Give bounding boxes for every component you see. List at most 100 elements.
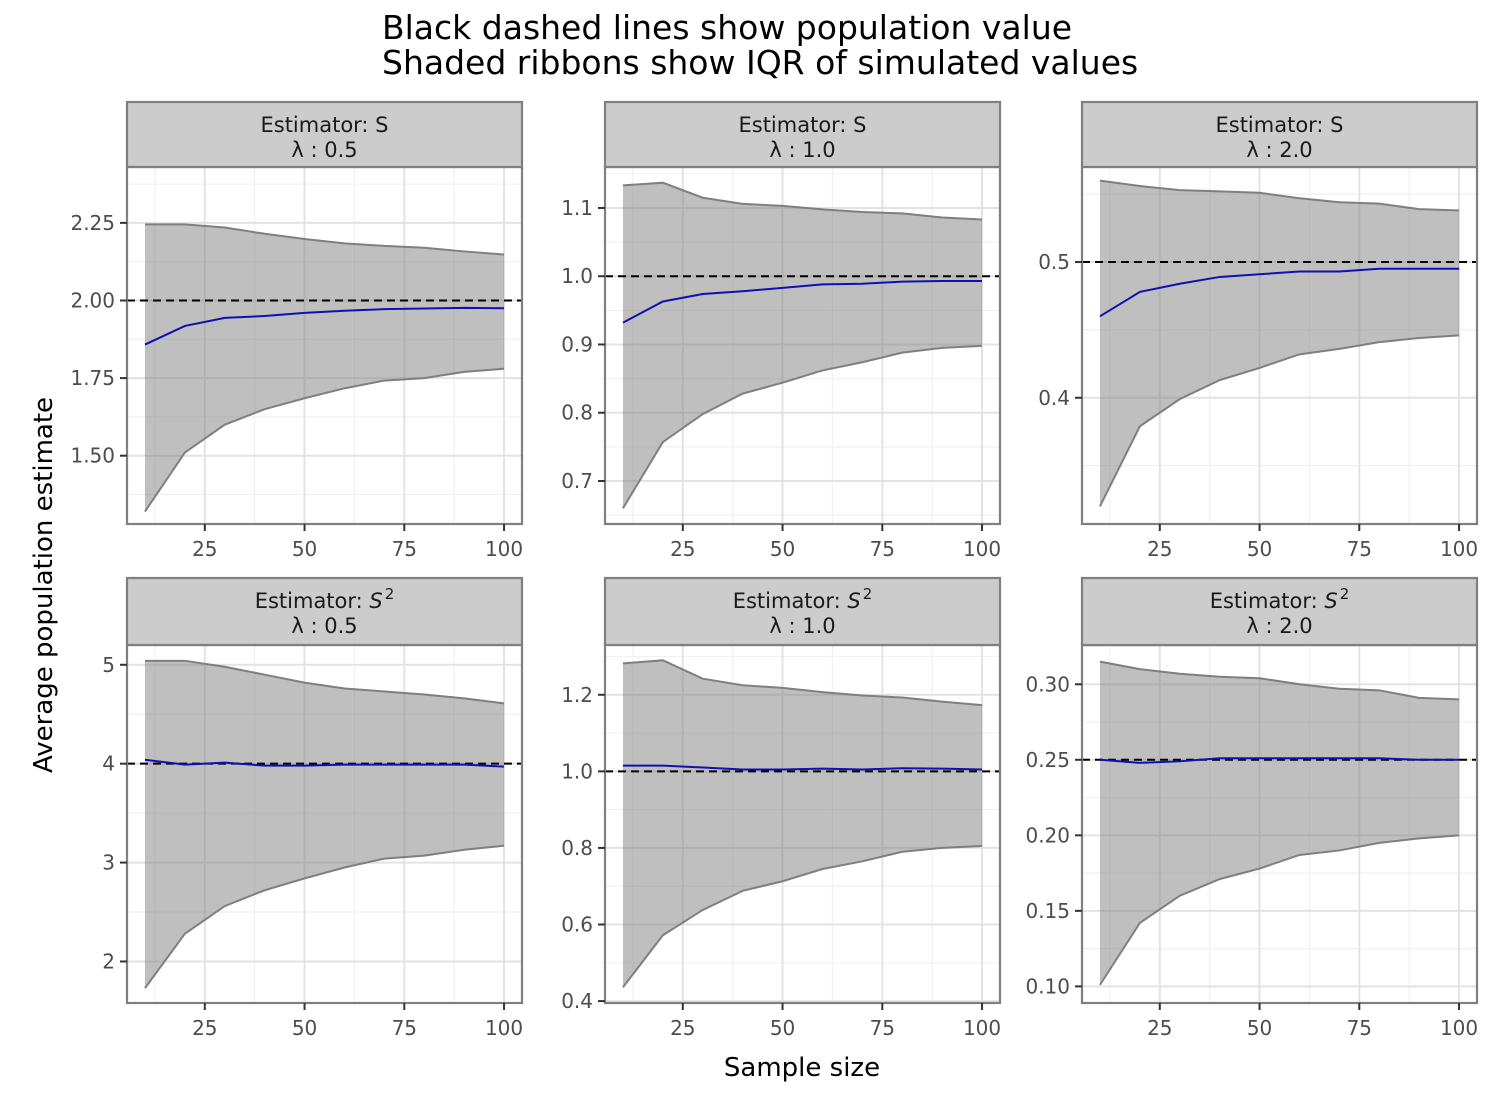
strip-estimator-label: Estimator: S	[1215, 113, 1343, 137]
ribbon-upper-edge	[1099, 660, 1460, 701]
chart-title: Black dashed lines show population value…	[382, 10, 1138, 80]
y-tick-label: 2.25	[70, 211, 115, 235]
panel-4: Estimator: S 2λ : 0.5 2 3 4 5 25 50 75 100	[102, 576, 524, 1040]
panel-1: Estimator: Sλ : 0.5 1.50 1.75 2.00 2.25 25 50 7…	[70, 100, 524, 561]
y-tick-label: 0.7	[561, 469, 593, 493]
ribbon-lower-edge	[144, 367, 505, 513]
y-tick-label: 0.15	[1025, 899, 1070, 923]
iqr-ribbon	[144, 224, 505, 512]
ribbon-lower-edge	[144, 844, 505, 989]
y-tick-label: 0.20	[1025, 823, 1070, 847]
panel-2: Estimator: Sλ : 1.0 0.7 0.8 0.9 1.0 1.1 25 50 75…	[561, 100, 1002, 561]
x-tick-label: 100	[963, 1016, 1001, 1040]
x-tick-label: 100	[485, 537, 523, 561]
x-axis-label: Sample size	[723, 1053, 881, 1083]
ribbon-upper-edge	[622, 659, 983, 707]
ribbon-lower-edge	[1099, 334, 1460, 507]
y-tick-label: 0.8	[561, 836, 593, 860]
iqr-ribbon	[622, 182, 983, 509]
x-tick-label: 50	[292, 537, 317, 561]
y-tick-label: 0.9	[561, 332, 593, 356]
y-tick-label: 1.2	[561, 683, 593, 707]
panel-5: Estimator: S 2λ : 1.0 0.4 0.6 0.8 1.0 1.2 25 50 7…	[561, 576, 1002, 1040]
x-tick-label: 75	[392, 537, 417, 561]
strip-lambda-label: λ : 2.0	[1246, 138, 1312, 162]
title-line-2: Shaded ribbons show IQR of simulated val…	[382, 43, 1139, 82]
x-tick-label: 25	[670, 537, 695, 561]
y-tick-label: 1.75	[70, 366, 115, 390]
ribbon-lower-edge	[1099, 834, 1460, 986]
x-tick-label: 75	[1347, 1016, 1372, 1040]
y-tick-label: 1.50	[70, 444, 115, 468]
x-tick-label: 100	[963, 537, 1001, 561]
x-tick-label: 50	[292, 1016, 317, 1040]
strip-lambda-label: λ : 2.0	[1246, 614, 1312, 638]
x-tick-label: 25	[1147, 537, 1172, 561]
x-tick-label: 50	[770, 537, 795, 561]
x-tick-label: 100	[1440, 1016, 1478, 1040]
y-tick-label: 0.30	[1025, 672, 1070, 696]
strip-background	[603, 100, 1002, 169]
y-tick-label: 0.5	[1038, 250, 1070, 274]
strip-background	[125, 100, 524, 169]
x-tick-label: 25	[670, 1016, 695, 1040]
x-tick-label: 75	[392, 1016, 417, 1040]
mean-estimate-line	[144, 758, 505, 768]
x-tick-label: 50	[1247, 537, 1272, 561]
x-tick-label: 25	[1147, 1016, 1172, 1040]
strip-background	[1080, 576, 1479, 647]
iqr-ribbon	[144, 660, 505, 989]
iqr-ribbon	[1099, 661, 1460, 985]
strip-estimator-label: Estimator: S	[738, 113, 866, 137]
y-tick-label: 2.00	[70, 288, 115, 312]
ribbon-upper-edge	[622, 181, 983, 221]
mean-estimate-line	[1099, 267, 1460, 318]
strip-lambda-label: λ : 1.0	[769, 138, 835, 162]
y-tick-label: 0.4	[1038, 386, 1070, 410]
strip-background	[1080, 100, 1479, 169]
x-tick-label: 75	[1347, 537, 1372, 561]
ribbon-upper-edge	[144, 223, 505, 256]
iqr-ribbon	[622, 660, 983, 988]
y-tick-label: 4	[102, 752, 115, 776]
y-tick-label: 5	[102, 653, 115, 677]
x-tick-label: 100	[1440, 537, 1478, 561]
strip-estimator-label: Estimator: S	[260, 113, 388, 137]
panel-3: Estimator: Sλ : 2.0 0.4 0.5 25 50 75 100	[1038, 100, 1479, 561]
strip-lambda-label: λ : 1.0	[769, 614, 835, 638]
mean-estimate-line	[622, 279, 983, 324]
ribbon-lower-edge	[622, 845, 983, 988]
y-tick-label: 0.4	[561, 989, 593, 1013]
y-tick-label: 0.8	[561, 401, 593, 425]
strip-background	[603, 576, 1002, 647]
y-tick-label: 1.1	[561, 196, 593, 220]
y-tick-label: 1.0	[561, 759, 593, 783]
ribbon-upper-edge	[144, 659, 505, 705]
ribbon-upper-edge	[1099, 179, 1460, 212]
x-tick-label: 50	[770, 1016, 795, 1040]
y-tick-label: 1.0	[561, 264, 593, 288]
x-tick-label: 100	[485, 1016, 523, 1040]
strip-lambda-label: λ : 0.5	[291, 138, 357, 162]
y-tick-label: 0.10	[1025, 974, 1070, 998]
y-tick-label: 3	[102, 851, 115, 875]
y-axis-label: Average population estimate	[29, 396, 59, 774]
mean-estimate-line	[622, 764, 983, 771]
title-line-1: Black dashed lines show population value	[382, 8, 1073, 47]
strip-background	[125, 576, 524, 647]
y-tick-label: 0.25	[1025, 748, 1070, 772]
mean-estimate-line	[144, 306, 505, 346]
x-tick-label: 25	[192, 1016, 217, 1040]
x-tick-label: 25	[192, 537, 217, 561]
x-tick-label: 75	[870, 1016, 895, 1040]
x-tick-label: 50	[1247, 1016, 1272, 1040]
ribbon-lower-edge	[622, 344, 983, 509]
x-tick-label: 75	[870, 537, 895, 561]
strip-lambda-label: λ : 0.5	[291, 614, 357, 638]
y-tick-label: 0.6	[561, 913, 593, 937]
panel-6: Estimator: S 2λ : 2.0 0.10 0.15 0.20 0.25 0.30…	[1025, 576, 1479, 1040]
